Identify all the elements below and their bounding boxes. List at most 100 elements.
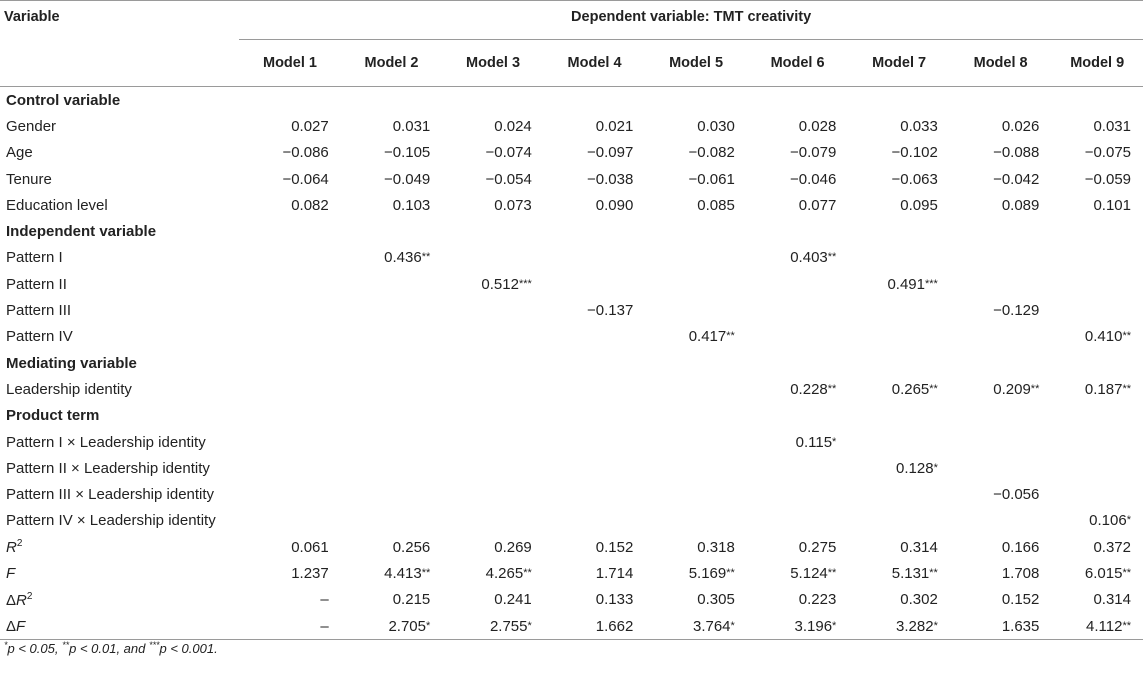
cell-model-5 <box>645 508 747 534</box>
cell-model-8 <box>950 429 1052 455</box>
cell-model-2 <box>341 376 443 402</box>
cell-model-7: 0.033 <box>900 117 938 135</box>
section-label: Mediating variable <box>6 354 137 372</box>
table-row: Pattern III −0.137 −0.129 <box>0 297 1143 323</box>
stat-superscript: 2 <box>16 538 23 550</box>
cell-model-4 <box>544 455 646 481</box>
cell-model-2: 0.103 <box>392 196 431 214</box>
cell-model-5 <box>645 429 747 455</box>
cell-model-9: 4.112** <box>1051 612 1143 641</box>
cell-model-6: 0.223 <box>798 591 837 609</box>
cell-model-1 <box>239 508 341 534</box>
stat-symbol: F <box>16 617 26 635</box>
cell-model-9 <box>1051 271 1143 297</box>
cell-model-7: 0.128* <box>896 459 938 477</box>
cell-model-2: −0.105 <box>383 144 431 162</box>
cell-model-7: −0.102 <box>891 144 938 162</box>
cell-model-7: 0.491*** <box>887 275 938 293</box>
row-label: Pattern I × Leadership identity <box>6 433 206 451</box>
table-row: Gender 0.027 0.031 0.024 0.021 0.030 0.028 0.03… <box>0 113 1143 139</box>
cell-model-2: 2.705* <box>340 612 443 641</box>
table-row: ΔF –2.705* 2.755* 1.662 3.764* 3.196* 3.282* 1.… <box>0 612 1143 641</box>
cell-model-4: −0.137 <box>587 302 634 320</box>
table-row: Pattern IV 0.417** 0.410** <box>0 324 1143 350</box>
cell-model-4 <box>544 271 646 297</box>
table-row: Education level 0.082 0.103 0.073 0.090 0.085… <box>0 192 1143 218</box>
row-label: Education level <box>6 196 108 214</box>
cell-model-1 <box>239 324 341 350</box>
row-label: Pattern IV <box>6 328 73 346</box>
cell-model-1: 1.237 <box>291 564 329 582</box>
cell-model-3: 2.755* <box>442 612 544 641</box>
variable-header: Variable <box>0 0 240 40</box>
cell-model-8: 0.089 <box>1001 196 1040 214</box>
note-asterisks: ** <box>62 640 70 650</box>
cell-model-5: 0.085 <box>697 196 735 214</box>
model-header-8: Model 8 <box>973 55 1028 71</box>
row-label: Tenure <box>6 170 52 188</box>
cell-model-2 <box>341 455 443 481</box>
dependent-variable-header: Dependent variable: TMT creativity <box>239 0 1143 40</box>
cell-model-3 <box>442 324 544 350</box>
cell-model-6: 0.077 <box>798 196 837 214</box>
cell-model-6: −0.079 <box>790 144 837 162</box>
cell-model-5 <box>645 271 747 297</box>
table-row: Pattern III × Leadership identity −0.056 <box>0 481 1143 507</box>
cell-model-2: 0.215 <box>392 591 431 609</box>
row-label: R2 <box>0 534 239 560</box>
cell-model-9 <box>1051 245 1143 271</box>
cell-model-3 <box>442 455 544 481</box>
model-header-2: Model 2 <box>364 55 419 71</box>
cell-model-9: 0.101 <box>1093 196 1131 214</box>
cell-model-4 <box>544 508 646 534</box>
cell-model-2 <box>341 481 443 507</box>
cell-model-2 <box>341 324 443 350</box>
cell-model-4: 0.133 <box>595 591 634 609</box>
cell-model-6 <box>747 271 849 297</box>
section-row: Independent variable <box>0 218 1143 244</box>
cell-model-7: 0.302 <box>900 591 938 609</box>
cell-model-9: 0.410** <box>1084 328 1131 346</box>
cell-model-5 <box>645 297 747 323</box>
row-label: Pattern IV × Leadership identity <box>6 512 216 530</box>
model-header-4: Model 4 <box>567 55 622 71</box>
cell-model-1 <box>239 245 341 271</box>
table-row: Leadership identity 0.228** 0.265** 0.209**… <box>0 376 1143 402</box>
table-body: Control variable Gender 0.027 0.031 0.024 0.0… <box>0 87 1143 641</box>
cell-model-9: 6.015** <box>1084 564 1131 582</box>
cell-model-5 <box>645 245 747 271</box>
model-header-9: Model 9 <box>1070 55 1125 71</box>
cell-model-3 <box>442 508 544 534</box>
stat-symbol: F <box>6 564 16 582</box>
cell-model-5: 0.030 <box>697 117 735 135</box>
cell-model-7: 0.095 <box>900 196 938 214</box>
model-header-6: Model 6 <box>770 55 825 71</box>
cell-model-2 <box>341 429 443 455</box>
cell-model-8: −0.056 <box>993 486 1040 504</box>
cell-model-8: −0.088 <box>993 144 1040 162</box>
table-row: Pattern II 0.512*** 0.491*** <box>0 271 1143 297</box>
cell-model-2: 0.256 <box>392 538 431 556</box>
cell-model-2: 0.436** <box>384 249 431 267</box>
cell-model-5: 5.169** <box>688 564 735 582</box>
cell-model-5 <box>645 455 747 481</box>
section-row: Mediating variable <box>0 350 1143 376</box>
cell-model-9 <box>1051 429 1143 455</box>
cell-model-8: 0.026 <box>1001 117 1040 135</box>
empty-header-cell <box>0 40 239 87</box>
table-row: Age −0.086 −0.105 −0.074 −0.097 −0.082 −0.079 −… <box>0 140 1143 166</box>
cell-model-5: 0.318 <box>697 538 735 556</box>
cell-model-1 <box>239 271 341 297</box>
significance-note: *p < 0.05, **p < 0.01, and ***p < 0.001. <box>4 640 218 656</box>
cell-model-1 <box>239 297 341 323</box>
cell-model-4: 0.021 <box>595 117 634 135</box>
cell-model-4: −0.097 <box>587 144 634 162</box>
cell-model-8: 0.166 <box>1001 538 1040 556</box>
row-label: Gender <box>6 117 57 135</box>
cell-model-9: 0.314 <box>1093 591 1131 609</box>
cell-model-2 <box>341 508 443 534</box>
row-label: Pattern II <box>6 275 67 293</box>
cell-model-2 <box>341 297 443 323</box>
model-header-3: Model 3 <box>466 55 521 71</box>
table-row: Pattern IV × Leadership identity 0.106* <box>0 508 1143 534</box>
